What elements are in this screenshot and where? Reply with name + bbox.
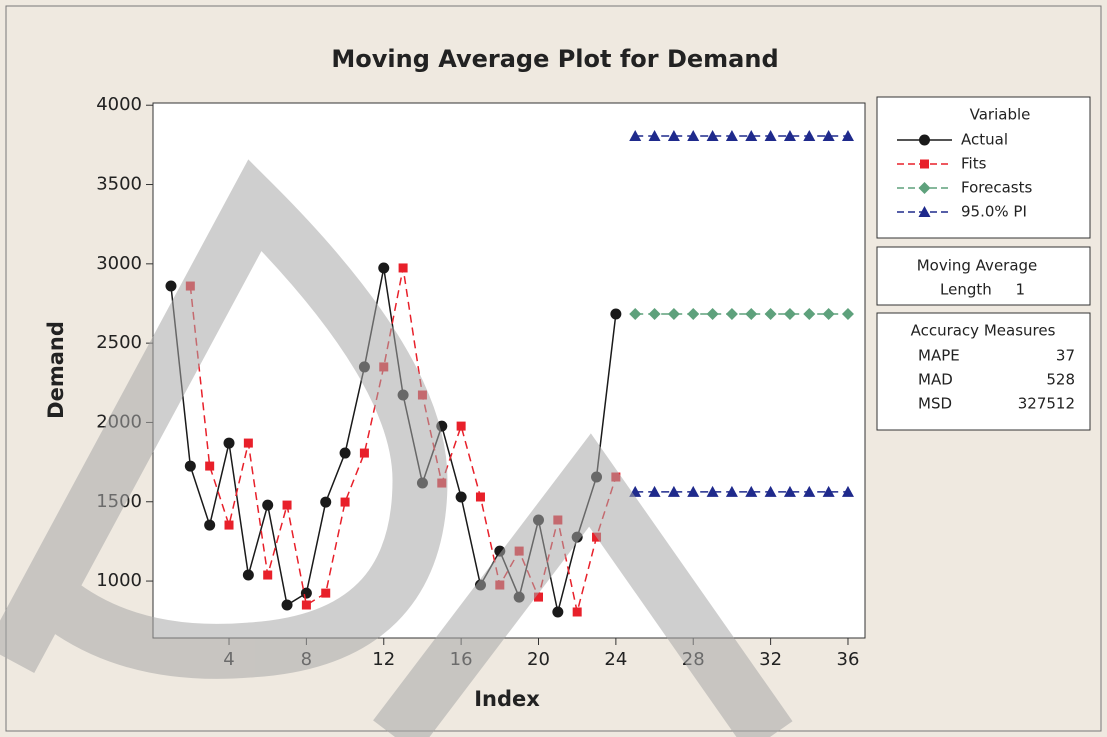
- accuracy-value: 37: [1056, 347, 1075, 365]
- point: [165, 281, 176, 292]
- point: [320, 497, 331, 508]
- legend-title: Variable: [970, 106, 1031, 124]
- accuracy-label: MSD: [918, 395, 952, 413]
- accuracy-value: 528: [1046, 371, 1075, 389]
- chart-title: Moving Average Plot for Demand: [331, 45, 778, 73]
- point: [340, 448, 351, 459]
- point: [301, 588, 312, 599]
- legend-label: Forecasts: [961, 179, 1032, 197]
- point: [476, 492, 485, 501]
- y-tick-label: 4000: [96, 94, 142, 115]
- point: [283, 501, 292, 510]
- x-tick-label: 24: [604, 649, 627, 670]
- point: [360, 449, 369, 458]
- point: [341, 498, 350, 507]
- point: [610, 308, 621, 319]
- point: [225, 521, 234, 530]
- point: [456, 491, 467, 502]
- point: [205, 462, 214, 471]
- y-tick-label: 3000: [96, 253, 142, 274]
- point: [243, 570, 254, 581]
- accuracy-label: MAPE: [918, 347, 960, 365]
- ma-label: Length: [940, 281, 992, 299]
- point: [378, 262, 389, 273]
- y-tick-label: 2500: [96, 332, 142, 353]
- point: [573, 607, 582, 616]
- accuracy-value: 327512: [1018, 395, 1075, 413]
- point: [224, 438, 235, 449]
- legend-label: Fits: [961, 155, 987, 173]
- x-axis-label: Index: [474, 687, 540, 711]
- legend-label: Actual: [961, 131, 1008, 149]
- x-tick-label: 36: [837, 649, 860, 670]
- point: [321, 589, 330, 598]
- point: [262, 500, 273, 511]
- x-tick-label: 12: [372, 649, 395, 670]
- point: [185, 461, 196, 472]
- accuracy-label: MAD: [918, 371, 953, 389]
- point: [302, 601, 311, 610]
- x-tick-label: 20: [527, 649, 550, 670]
- x-tick-label: 32: [759, 649, 782, 670]
- y-tick-label: 3500: [96, 174, 142, 195]
- legend-label: 95.0% PI: [961, 203, 1027, 221]
- point: [282, 600, 293, 611]
- y-axis-label: Demand: [44, 321, 68, 419]
- point: [204, 520, 215, 531]
- point: [263, 571, 272, 580]
- accuracy-title: Accuracy Measures: [911, 322, 1056, 340]
- point: [399, 263, 408, 272]
- legend-marker: [919, 135, 930, 146]
- point: [244, 439, 253, 448]
- point: [457, 422, 466, 431]
- chart: Moving Average Plot for Demand Index Dem…: [0, 0, 1107, 737]
- ma-value: 1: [1015, 281, 1025, 299]
- point: [552, 606, 563, 617]
- legend-marker: [920, 160, 929, 169]
- ma-title: Moving Average: [917, 257, 1038, 275]
- y-tick-label: 1000: [96, 570, 142, 591]
